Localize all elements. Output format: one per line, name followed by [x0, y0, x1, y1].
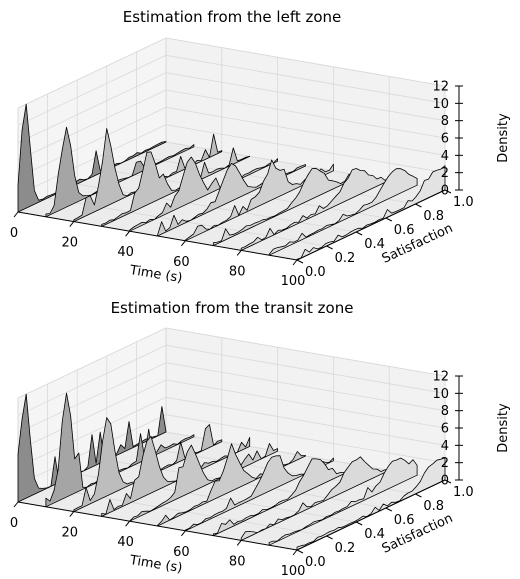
y-tick-label: 0.0: [305, 265, 326, 280]
x-tick-mark: [13, 501, 19, 508]
y-tick-label: 0.2: [335, 251, 356, 266]
y-tick-mark: [444, 479, 452, 484]
x-tick-mark: [236, 250, 242, 256]
x-tick-label: 20: [62, 526, 79, 541]
y-tick-label: 1.0: [453, 485, 474, 500]
density-slice: [17, 103, 167, 213]
z-axis-label: Density: [496, 113, 511, 163]
x-tick-label: 40: [117, 245, 134, 260]
density-slice: [240, 168, 390, 251]
y-tick-mark: [326, 535, 333, 540]
y-axis-line: [296, 479, 446, 551]
z-tick-label: 8: [441, 404, 449, 419]
x-tick-mark: [125, 230, 130, 237]
density-slice: [212, 458, 362, 536]
x-tick-mark: [69, 511, 75, 517]
density-slice: [296, 457, 446, 551]
x-axis-line: [17, 501, 298, 551]
y-axis-label: Satisfaction: [380, 511, 455, 557]
y-tick-mark: [415, 493, 422, 498]
x-tick-label: 40: [117, 535, 134, 550]
x-tick-label: 80: [229, 554, 246, 569]
y-tick-label: 1.0: [453, 195, 474, 210]
y-tick-label: 0.4: [364, 527, 385, 542]
chart-transit-zone: Estimation from the transit zone 0 2 4 6 8 10 1…: [10, 299, 511, 579]
y-tick-label: 0.0: [305, 555, 326, 570]
x-axis-line: [17, 211, 298, 261]
z-tick-label: 12: [432, 370, 449, 385]
density-slice: [268, 168, 418, 256]
y-tick-mark: [355, 231, 363, 236]
y-axis-line: [296, 189, 446, 261]
density-slice: [129, 443, 279, 522]
x-tick-mark: [13, 211, 19, 218]
density-slice: [45, 126, 195, 218]
z-tick-label: 10: [432, 97, 449, 112]
x-tick-label: 0: [10, 516, 18, 531]
x-tick-label: 100: [281, 564, 306, 579]
x-tick-label: 20: [62, 236, 79, 251]
z-tick-label: 8: [441, 114, 449, 129]
y-tick-label: 0.8: [423, 209, 444, 224]
density-slice: [101, 147, 251, 227]
y-tick-mark: [385, 217, 393, 222]
density-slice: [129, 156, 279, 232]
y-axis-label: Satisfaction: [380, 221, 455, 267]
density-slice: [157, 443, 306, 527]
density-slice: [268, 457, 418, 546]
z-tick-label: 2: [441, 166, 449, 181]
z-tick-label: 10: [432, 387, 449, 402]
y-tick-label: 0.6: [394, 513, 415, 528]
y-tick-label: 0.2: [335, 541, 356, 556]
x-tick-label: 100: [281, 274, 306, 289]
y-tick-mark: [296, 259, 304, 264]
y-tick-label: 0.8: [423, 499, 444, 514]
y-tick-mark: [415, 203, 422, 208]
density-slice: [240, 456, 390, 541]
z-tick-label: 2: [441, 456, 449, 471]
z-tick-label: 6: [441, 132, 449, 147]
x-tick-mark: [181, 530, 186, 537]
x-tick-mark: [181, 240, 186, 247]
y-tick-mark: [355, 521, 363, 526]
y-tick-mark: [296, 549, 304, 554]
z-axis-label: Density: [496, 403, 511, 453]
y-tick-mark: [444, 189, 452, 194]
z-tick-label: 12: [432, 80, 449, 95]
density-slice: [212, 167, 362, 247]
x-tick-mark: [292, 549, 298, 556]
z-tick-label: 6: [441, 422, 449, 437]
y-tick-mark: [385, 507, 393, 512]
x-tick-mark: [292, 259, 298, 266]
y-tick-label: 0.6: [394, 223, 415, 238]
chart-title: Estimation from the transit zone: [111, 299, 354, 317]
density-slice: [45, 392, 195, 508]
x-tick-mark: [125, 520, 130, 527]
z-tick-label: 4: [441, 149, 449, 164]
z-tick-label: 4: [441, 439, 449, 454]
density-slice: [296, 165, 446, 261]
x-tick-label: 60: [173, 255, 190, 270]
z-tick-label: 0: [441, 474, 449, 489]
x-tick-mark: [236, 540, 242, 546]
x-tick-label: 0: [10, 226, 18, 241]
chart-left-zone: Estimation from the left zone 0 2 4 6 8 10 12 De…: [10, 8, 511, 289]
x-tick-label: 60: [173, 545, 190, 560]
x-tick-label: 80: [229, 264, 246, 279]
z-tick-label: 0: [441, 184, 449, 199]
y-tick-label: 0.4: [364, 237, 385, 252]
chart-title: Estimation from the left zone: [123, 8, 342, 26]
y-tick-mark: [326, 245, 333, 250]
x-tick-mark: [69, 221, 75, 227]
